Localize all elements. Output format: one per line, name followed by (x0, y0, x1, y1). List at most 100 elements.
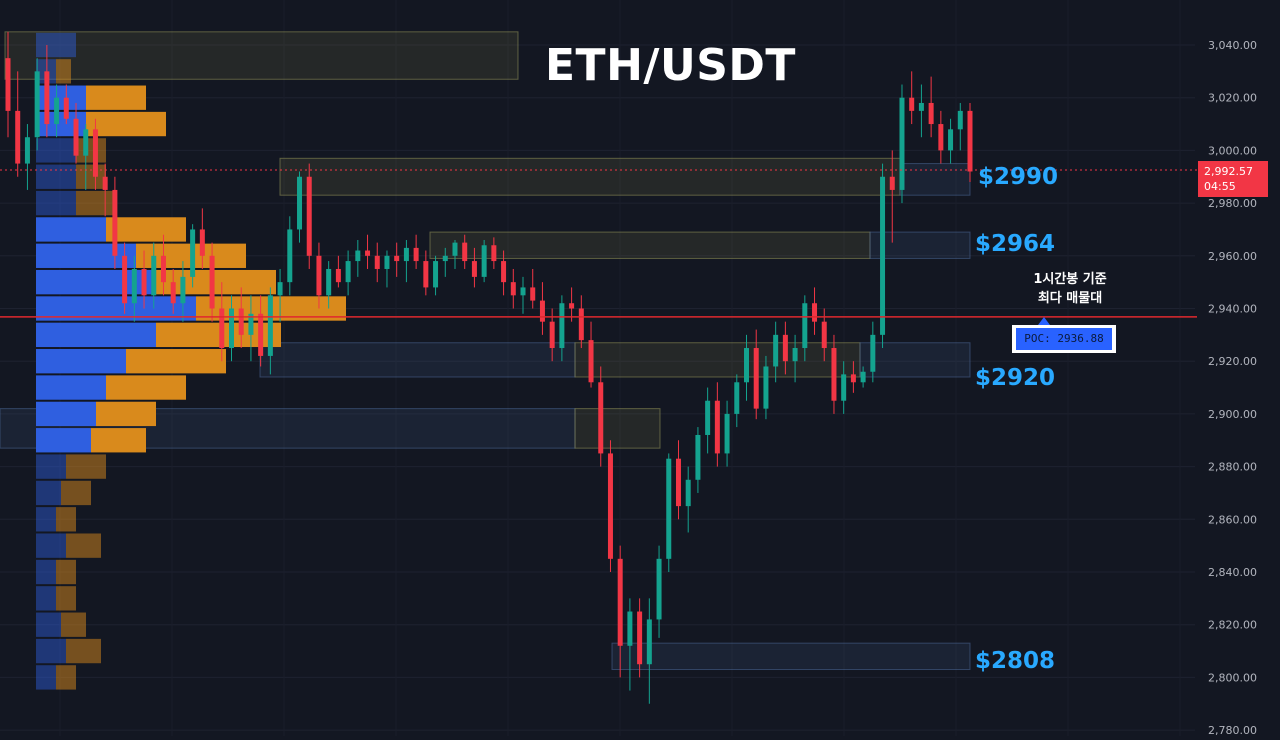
candle-body (355, 250, 361, 262)
profile-bar-down (61, 480, 91, 506)
grid (0, 44, 1195, 731)
candle-body (112, 189, 118, 256)
candle-body (627, 611, 633, 646)
candle-body (394, 255, 400, 262)
candle-body (122, 255, 128, 304)
profile-bar-up (36, 586, 56, 611)
candle-body (131, 268, 137, 304)
poc-pointer-icon (1038, 317, 1050, 325)
candle-body (345, 261, 351, 283)
candle-body (569, 303, 575, 309)
y-tick-label: 2,780.00 (1208, 724, 1257, 736)
candle-body (277, 282, 283, 296)
candle-body (5, 58, 11, 111)
candle-body (141, 268, 147, 296)
candle-body (520, 287, 526, 296)
candle-countdown: 04:55 (1204, 180, 1236, 193)
candle-body (588, 340, 594, 383)
level-label-2808: $2808 (975, 648, 1056, 674)
candle-body (948, 129, 954, 151)
profile-bar-up (36, 454, 66, 479)
candle-body (15, 110, 21, 164)
candle-body (54, 97, 60, 125)
profile-bar-up (36, 507, 56, 532)
candle-body (228, 308, 234, 349)
candle-body (326, 268, 332, 296)
zone-2900-yellow (574, 408, 661, 449)
candle-body (734, 382, 740, 414)
poc-label: POC: 2936.88 (1016, 328, 1112, 350)
candle-body (675, 458, 681, 507)
candle-body (802, 303, 808, 349)
candle-body (151, 255, 157, 296)
candle-body (607, 453, 613, 559)
y-tick-label: 3,000.00 (1208, 144, 1257, 157)
candle-body (365, 250, 371, 256)
profile-bar-up (36, 665, 56, 690)
candle-body (763, 366, 769, 409)
candle-body (705, 400, 711, 435)
profile-bar-up (36, 190, 76, 216)
candle-body (598, 382, 604, 454)
current-price-tag[interactable]: 2,992.57 04:55 (1198, 161, 1268, 197)
profile-bar-down (106, 217, 186, 242)
current-price-value: 2,992.57 (1204, 165, 1253, 178)
zone-2920-yellow (574, 342, 861, 378)
candle-body (297, 176, 303, 230)
profile-bar-up (36, 32, 76, 58)
level-label-2920: $2920 (975, 365, 1056, 391)
y-tick-label: 2,840.00 (1208, 566, 1257, 579)
candle-body (374, 255, 380, 269)
poc-annotation-line2: 최다 매물대 (1037, 291, 1103, 306)
y-tick-label: 2,960.00 (1208, 250, 1257, 263)
candle-body (831, 348, 837, 401)
candle-body (481, 245, 487, 277)
candle-body (170, 282, 176, 304)
zone-2964-blue (869, 231, 971, 259)
candle-body (34, 71, 40, 138)
candle-body (452, 242, 458, 256)
candle-body (335, 268, 341, 283)
candle-body (880, 176, 886, 335)
candle-body (63, 97, 69, 119)
candle-body (384, 255, 390, 269)
candle-body (637, 611, 643, 665)
candle-body (491, 245, 497, 262)
candle-body (180, 276, 186, 304)
y-tick-label: 2,880.00 (1208, 461, 1257, 474)
candle-body (316, 255, 322, 296)
profile-bar-down (56, 586, 76, 611)
candle-body (967, 110, 973, 172)
candle-body (928, 102, 934, 125)
candle-body (812, 303, 818, 322)
candle-body (685, 479, 691, 507)
candle-body (909, 97, 915, 111)
candles (5, 31, 973, 704)
poc-label-box: POC: 2936.88 (1012, 325, 1116, 353)
candle-body (442, 255, 448, 262)
level-label-2964: $2964 (975, 231, 1056, 257)
profile-bar-up (36, 612, 61, 637)
profile-bar-up (36, 638, 66, 664)
candle-body (44, 71, 50, 125)
y-tick-label: 2,860.00 (1208, 513, 1257, 526)
price-axis: 2,780.00 2,800.00 2,820.00 2,840.00 2,860.00… (1208, 39, 1257, 737)
candle-body (860, 371, 866, 383)
candle-body (821, 321, 827, 349)
candle-body (918, 102, 924, 111)
candle-body (92, 129, 98, 177)
profile-bar-down (76, 190, 116, 216)
zone-top (4, 31, 519, 80)
zone-2990-yellow (279, 157, 901, 196)
candle-body (646, 619, 652, 665)
candle-body (287, 229, 293, 283)
candle-body (559, 303, 565, 349)
profile-bar-down (66, 638, 101, 664)
candle-body (433, 261, 439, 288)
profile-bar-down (86, 111, 166, 137)
profile-bar-down (66, 533, 101, 558)
profile-bar-down (96, 401, 156, 427)
profile-bar-up (36, 269, 156, 295)
